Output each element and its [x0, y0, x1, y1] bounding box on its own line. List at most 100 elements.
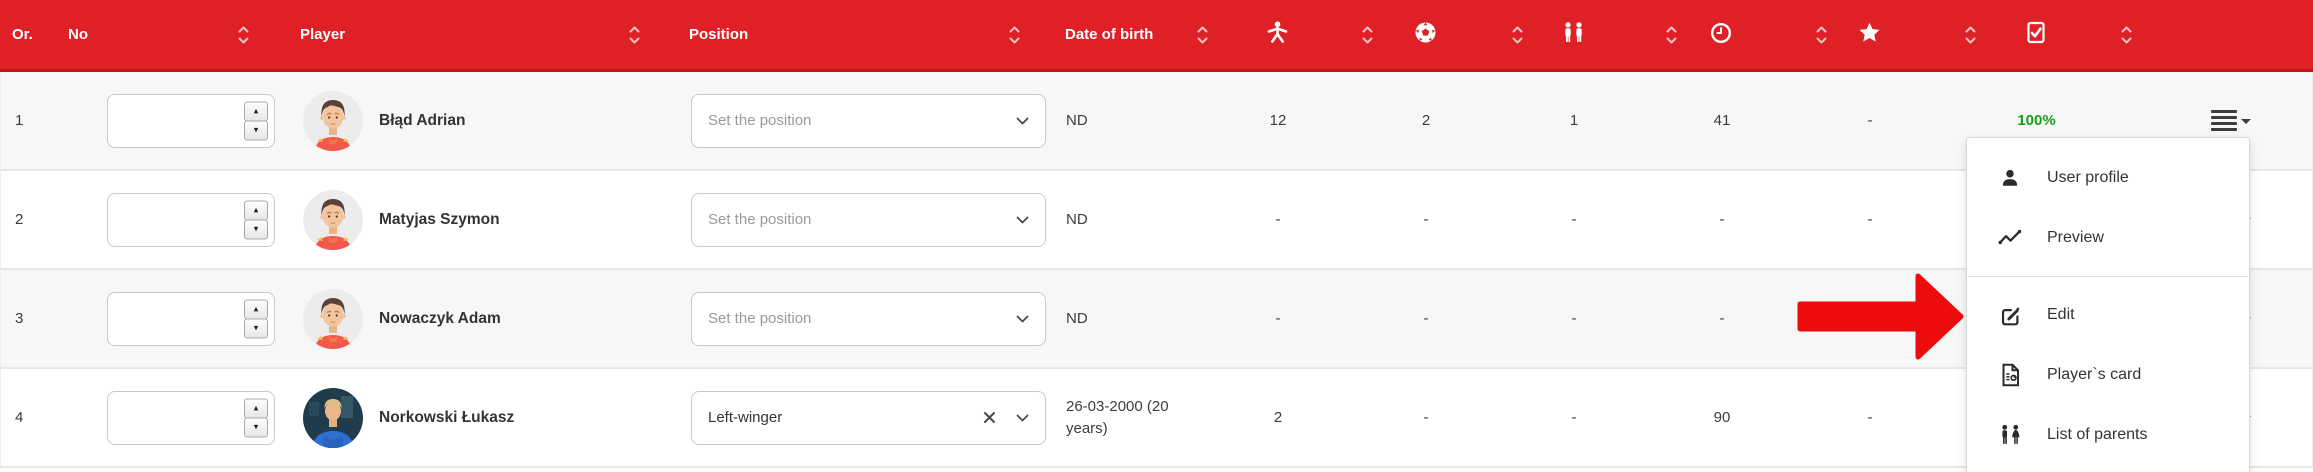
- spinner-up-button[interactable]: ▴: [244, 200, 268, 220]
- sort-icon[interactable]: [1361, 24, 1374, 46]
- parents-icon: [1560, 20, 1587, 49]
- chevron-down-icon: [1016, 414, 1029, 422]
- player-row: 1 ▴ ▾ Błąd Adrian Set the position ND 12 2 1 41 - 1…: [1, 72, 2312, 169]
- spinner-down-button[interactable]: ▾: [244, 417, 268, 437]
- player-cell: Błąd Adrian: [291, 90, 684, 151]
- date-of-birth: 26-03-2000 (20 years): [1066, 397, 1169, 437]
- column-header-actions: [2128, 0, 2313, 69]
- sort-icon[interactable]: [2120, 24, 2133, 46]
- order-number: 1: [15, 112, 24, 129]
- row-menu-button[interactable]: [2210, 109, 2251, 132]
- table-body: 1 ▴ ▾ Błąd Adrian Set the position ND 12 2 1 41-1…: [0, 72, 2313, 466]
- menu-item-edit[interactable]: Edit: [1967, 285, 2249, 345]
- sort-icon[interactable]: [1665, 24, 1678, 46]
- position-select[interactable]: Set the position: [691, 93, 1046, 148]
- player-row: 2 ▴ ▾ Matyjas Szymon Set the position ND - - - - -: [1, 169, 2312, 268]
- parents-stat: 1: [1569, 112, 1579, 129]
- spinner-up-button[interactable]: ▴: [244, 101, 268, 121]
- position-select[interactable]: Set the position: [691, 291, 1046, 346]
- column-header-body[interactable]: [1203, 0, 1373, 69]
- player-row: 4 ▴ ▾ Norkowski Łukasz Left-winger 26-03-2000…: [1, 367, 2312, 466]
- column-header-goals[interactable]: [1351, 0, 1523, 69]
- column-header-attendance[interactable]: [1943, 0, 2132, 69]
- jersey-number-input[interactable]: ▴ ▾: [107, 390, 275, 445]
- player-avatar: [303, 189, 363, 250]
- caret-down-icon: [2240, 118, 2251, 124]
- hamburger-icon: [2210, 109, 2237, 131]
- body-stat: 12: [1269, 112, 1287, 129]
- sort-icon[interactable]: [1008, 24, 1021, 46]
- body-stat: -: [1275, 211, 1281, 228]
- column-header-date-of-birth[interactable]: Date of birth: [1063, 0, 1208, 69]
- column-header-rating[interactable]: [1795, 0, 1976, 69]
- no-cell: ▴ ▾: [61, 390, 291, 445]
- jersey-number-input[interactable]: ▴ ▾: [107, 93, 275, 148]
- sort-icon[interactable]: [1815, 24, 1828, 46]
- no-cell: ▴ ▾: [61, 291, 291, 346]
- rating-stat: -: [1867, 310, 1873, 327]
- number-spinner: ▴ ▾: [244, 299, 268, 338]
- edit-icon: [1997, 304, 2023, 327]
- spinner-down-button[interactable]: ▾: [244, 318, 268, 338]
- menu-item-preview[interactable]: Preview: [1967, 208, 2249, 268]
- column-label-or: Or.: [12, 26, 33, 43]
- player-avatar: [303, 288, 363, 349]
- column-header-position[interactable]: Position: [683, 0, 1063, 69]
- checkbox-icon: [2024, 20, 2048, 50]
- body-stat: -: [1275, 310, 1281, 327]
- chevron-down-icon: [1016, 315, 1029, 323]
- spinner-up-button[interactable]: ▴: [244, 299, 268, 319]
- column-header-parents[interactable]: [1499, 0, 1677, 69]
- sort-icon[interactable]: [1511, 24, 1524, 46]
- player-card-icon: [1997, 363, 2023, 387]
- clear-selection-icon[interactable]: [983, 411, 996, 424]
- menu-item-list-of-parents[interactable]: List of parents: [1967, 405, 2249, 465]
- sort-icon[interactable]: [628, 24, 641, 46]
- next-row-edge: [0, 466, 2313, 472]
- column-header-or: Or.: [0, 0, 60, 69]
- column-label-player: Player: [300, 26, 346, 43]
- position-select-value: Left-winger: [708, 409, 783, 426]
- column-label-date-of-birth: Date of birth: [1065, 26, 1154, 43]
- spinner-down-button[interactable]: ▾: [244, 120, 268, 140]
- minutes-stat: 41: [1713, 112, 1731, 129]
- list-of-parents-icon: [1997, 423, 2023, 447]
- sort-icon[interactable]: [237, 24, 250, 46]
- number-spinner: ▴ ▾: [244, 200, 268, 239]
- number-spinner: ▴ ▾: [244, 101, 268, 140]
- column-header-no[interactable]: No: [60, 0, 290, 69]
- jersey-number-input[interactable]: ▴ ▾: [107, 291, 275, 346]
- player-cell: Nowaczyk Adam: [291, 288, 684, 349]
- position-cell: Set the position: [684, 93, 1064, 148]
- column-label-no: No: [68, 26, 88, 43]
- column-header-minutes[interactable]: [1647, 0, 1827, 69]
- position-select[interactable]: Left-winger: [691, 390, 1046, 445]
- position-cell: Set the position: [684, 291, 1064, 346]
- menu-item-user-profile[interactable]: User profile: [1967, 148, 2249, 208]
- user-profile-icon: [1997, 167, 2023, 189]
- jersey-number-input[interactable]: ▴ ▾: [107, 192, 275, 247]
- number-spinner: ▴ ▾: [244, 398, 268, 437]
- position-select-value: Set the position: [708, 112, 812, 129]
- date-of-birth: ND: [1066, 111, 1088, 129]
- column-header-player[interactable]: Player: [290, 0, 683, 69]
- parents-stat: -: [1571, 409, 1577, 426]
- spinner-down-button[interactable]: ▾: [244, 219, 268, 239]
- position-cell: Left-winger: [684, 390, 1064, 445]
- spinner-up-button[interactable]: ▴: [244, 398, 268, 418]
- menu-item-player-s-card[interactable]: Player`s card: [1967, 345, 2249, 405]
- position-cell: Set the position: [684, 192, 1064, 247]
- menu-divider: [1967, 276, 2249, 277]
- sort-icon[interactable]: [1964, 24, 1977, 46]
- player-name: Błąd Adrian: [379, 111, 466, 129]
- player-name: Nowaczyk Adam: [379, 309, 501, 327]
- sort-icon[interactable]: [1196, 24, 1209, 46]
- menu-item-label: Edit: [2047, 306, 2075, 323]
- goals-stat: -: [1423, 310, 1429, 327]
- soccer-ball-icon: [1413, 20, 1438, 49]
- order-number: 3: [15, 310, 24, 327]
- player-cell: Norkowski Łukasz: [291, 387, 684, 448]
- date-of-birth: ND: [1066, 309, 1088, 327]
- position-select[interactable]: Set the position: [691, 192, 1046, 247]
